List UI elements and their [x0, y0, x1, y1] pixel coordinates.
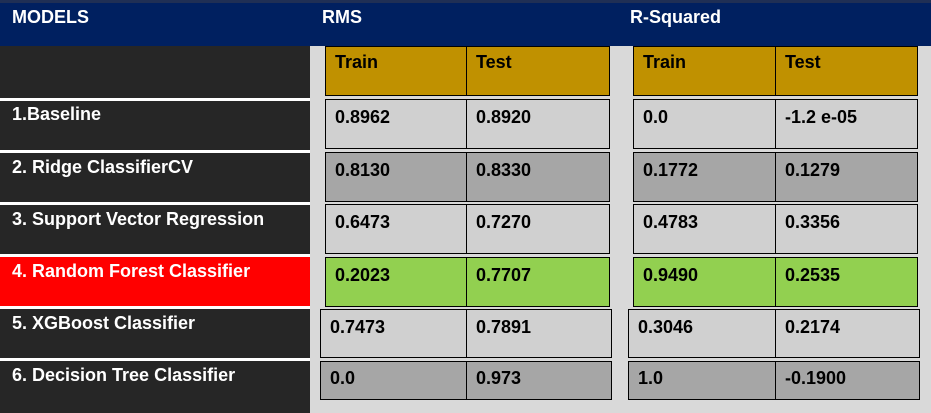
- rms-train-header: Train: [325, 46, 467, 96]
- highlight-row-bg: [0, 257, 310, 306]
- rms-test-cell: 0.7707: [466, 257, 610, 307]
- row-divider: [0, 202, 310, 205]
- rms-test-cell: 0.7891: [466, 309, 612, 358]
- r2-train-cell: 1.0: [628, 361, 776, 400]
- rms-train-cell: 0.0: [320, 361, 467, 400]
- row-divider: [0, 358, 310, 361]
- r2-train-cell: 0.1772: [633, 152, 776, 202]
- model-name: 3. Support Vector Regression: [12, 209, 265, 229]
- rms-train-cell: 0.8130: [325, 152, 467, 202]
- r2-train-cell: 0.4783: [633, 204, 776, 254]
- row-divider: [0, 254, 310, 257]
- r2-test-cell: 0.2174: [775, 309, 920, 358]
- r2-test-cell: -0.1900: [775, 361, 920, 400]
- rms-test-cell: 0.8920: [466, 99, 610, 149]
- model-name: 2. Ridge ClassifierCV: [12, 157, 194, 177]
- r2-test-cell: -1.2 e-05: [775, 99, 918, 149]
- rms-train-cell: 0.7473: [320, 309, 467, 358]
- models-column-bg: [0, 46, 310, 413]
- header-models: MODELS: [12, 7, 90, 27]
- rms-test-cell: 0.8330: [466, 152, 610, 202]
- r2-train-header: Train: [633, 46, 776, 96]
- table-header: MODELS RMS R-Squared: [0, 0, 931, 46]
- rms-train-cell: 0.8962: [325, 99, 467, 149]
- r2-test-cell: 0.2535: [775, 257, 918, 307]
- r2-test-header: Test: [775, 46, 918, 96]
- model-name: 1.Baseline: [12, 104, 102, 124]
- row-divider: [0, 98, 310, 101]
- r2-train-cell: 0.3046: [628, 309, 776, 358]
- rms-test-header: Test: [466, 46, 610, 96]
- row-divider: [0, 306, 310, 309]
- row-divider: [0, 150, 310, 153]
- header-r-squared: R-Squared: [630, 7, 722, 27]
- rms-test-cell: 0.973: [466, 361, 612, 400]
- r2-train-cell: 0.0: [633, 99, 776, 149]
- model-name-highlighted: 4. Random Forest Classifier: [12, 261, 251, 281]
- r2-test-cell: 0.1279: [775, 152, 918, 202]
- model-name: 5. XGBoost Classifier: [12, 313, 196, 333]
- r2-test-cell: 0.3356: [775, 204, 918, 254]
- rms-test-cell: 0.7270: [466, 204, 610, 254]
- model-name: 6. Decision Tree Classifier: [12, 365, 236, 385]
- rms-train-cell: 0.2023: [325, 257, 467, 307]
- rms-train-cell: 0.6473: [325, 204, 467, 254]
- r2-train-cell: 0.9490: [633, 257, 776, 307]
- header-rms: RMS: [322, 7, 362, 27]
